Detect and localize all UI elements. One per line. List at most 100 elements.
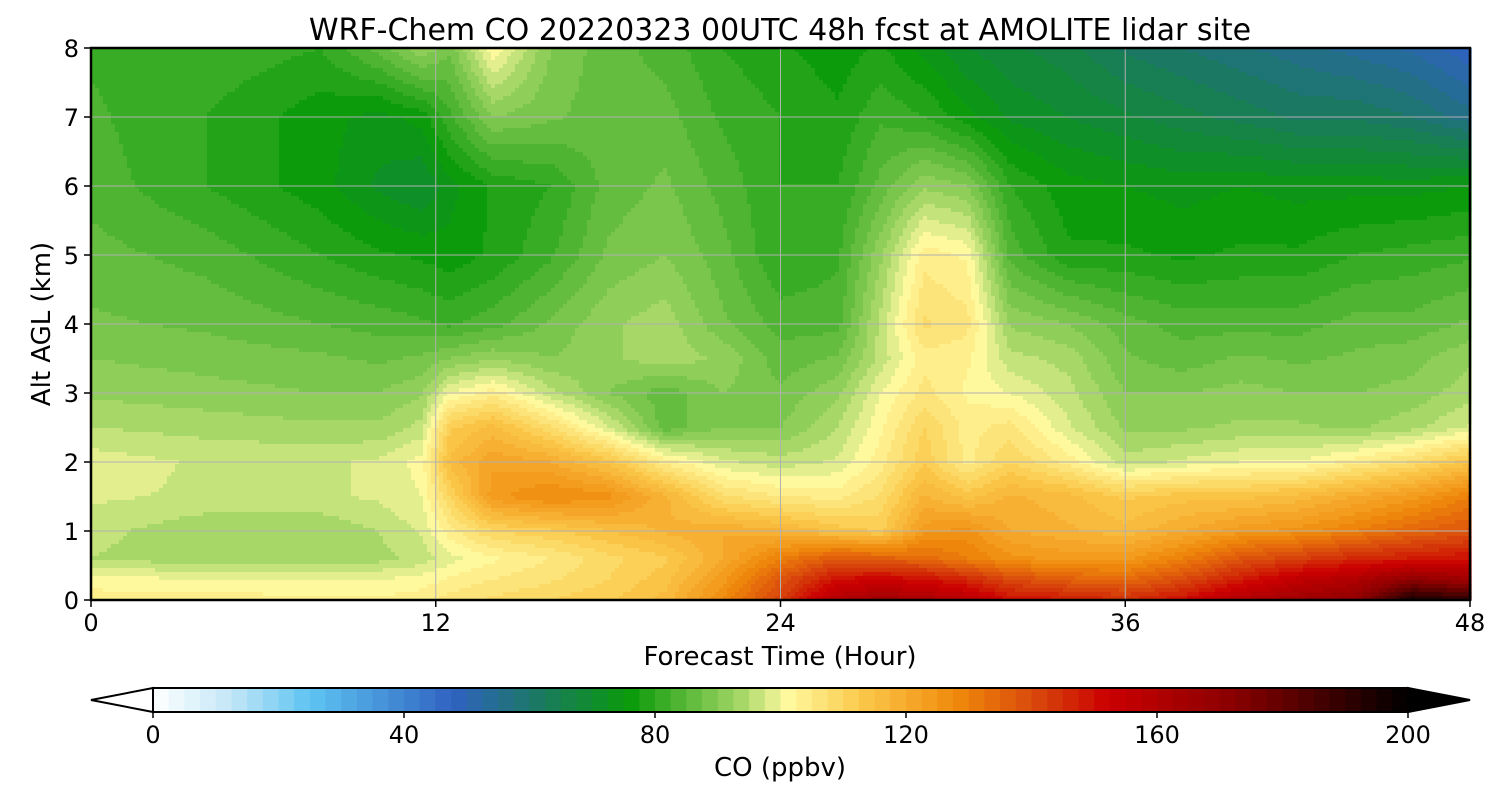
colorbar-segment — [1283, 688, 1299, 712]
colorbar-segment — [388, 688, 404, 712]
colorbar-extend-low — [91, 688, 153, 712]
colorbar-segment — [906, 688, 922, 712]
colorbar-segment — [639, 688, 655, 712]
colorbar-label: CO (ppbv) — [714, 753, 846, 783]
colorbar-segment — [420, 688, 436, 712]
colorbar-segment — [373, 688, 389, 712]
y-tick-label: 7 — [64, 104, 79, 132]
colorbar-ticks: 0 40 80 120 160 200 — [145, 712, 1431, 749]
colorbar-segment — [514, 688, 530, 712]
colorbar-segment — [216, 688, 232, 712]
colorbar-segment — [890, 688, 906, 712]
colorbar-segment — [530, 688, 546, 712]
colorbar-segment — [1235, 688, 1251, 712]
colorbar-tick-label: 200 — [1385, 721, 1431, 749]
colorbar-segment — [969, 688, 985, 712]
colorbar-segment — [686, 688, 702, 712]
colorbar-segment — [953, 688, 969, 712]
y-tick-label: 8 — [64, 35, 79, 63]
colorbar-segment — [592, 688, 608, 712]
colorbar-segment — [404, 688, 420, 712]
colorbar-segment — [796, 688, 812, 712]
x-tick-label: 24 — [765, 609, 796, 637]
colorbar-segment — [1141, 688, 1157, 712]
colorbar — [91, 688, 1470, 712]
colorbar-segment — [624, 688, 640, 712]
colorbar-tick-label: 160 — [1134, 721, 1180, 749]
colorbar-extend-high — [1408, 688, 1470, 712]
colorbar-segment — [608, 688, 624, 712]
colorbar-segment — [859, 688, 875, 712]
colorbar-segment — [247, 688, 263, 712]
colorbar-segment — [843, 688, 859, 712]
colorbar-segment — [1079, 688, 1095, 712]
colorbar-segment — [1392, 688, 1408, 712]
colorbar-segment — [1094, 688, 1110, 712]
colorbar-segment — [1251, 688, 1267, 712]
y-tick-label: 0 — [64, 587, 79, 615]
colorbar-segment — [733, 688, 749, 712]
colorbar-segment — [781, 688, 797, 712]
colorbar-segment — [153, 688, 169, 712]
colorbar-segment — [169, 688, 185, 712]
colorbar-segment — [1047, 688, 1063, 712]
colorbar-segment — [263, 688, 279, 712]
colorbar-segment — [231, 688, 247, 712]
x-tick-label: 0 — [83, 609, 98, 637]
colorbar-tick-label: 0 — [145, 721, 160, 749]
colorbar-segment — [561, 688, 577, 712]
colorbar-segment — [294, 688, 310, 712]
colorbar-segment — [922, 688, 938, 712]
colorbar-segment — [341, 688, 357, 712]
colorbar-segment — [1298, 688, 1314, 712]
colorbar-segment — [984, 688, 1000, 712]
y-tick-label: 1 — [64, 518, 79, 546]
chart-title: WRF-Chem CO 20220323 00UTC 48h fcst at A… — [309, 13, 1251, 48]
colorbar-segment — [875, 688, 891, 712]
colorbar-segment — [545, 688, 561, 712]
colorbar-segment — [1063, 688, 1079, 712]
colorbar-tick-label: 120 — [883, 721, 929, 749]
colorbar-tick-label: 80 — [640, 721, 671, 749]
colorbar-segment — [765, 688, 781, 712]
x-tick-label: 12 — [420, 609, 451, 637]
colorbar-segment — [702, 688, 718, 712]
colorbar-segment — [718, 688, 734, 712]
y-tick-label: 3 — [64, 380, 79, 408]
colorbar-segment — [1157, 688, 1173, 712]
colorbar-segment — [357, 688, 373, 712]
colorbar-segment — [498, 688, 514, 712]
colorbar-segment — [1361, 688, 1377, 712]
colorbar-segment — [1345, 688, 1361, 712]
colorbar-segment — [1032, 688, 1048, 712]
colorbar-segment — [577, 688, 593, 712]
colorbar-segment — [749, 688, 765, 712]
colorbar-segment — [1267, 688, 1283, 712]
y-axis-label: Alt AGL (km) — [27, 242, 57, 406]
colorbar-segment — [435, 688, 451, 712]
colorbar-segment — [1188, 688, 1204, 712]
colorbar-segment — [482, 688, 498, 712]
colorbar-segment — [937, 688, 953, 712]
y-tick-label: 6 — [64, 173, 79, 201]
colorbar-segment — [671, 688, 687, 712]
colorbar-segment — [812, 688, 828, 712]
colorbar-segment — [1126, 688, 1142, 712]
colorbar-segment — [467, 688, 483, 712]
colorbar-segment — [184, 688, 200, 712]
y-tick-label: 2 — [64, 449, 79, 477]
colorbar-segment — [451, 688, 467, 712]
colorbar-segment — [1110, 688, 1126, 712]
colorbar-segment — [1377, 688, 1393, 712]
colorbar-segment — [1314, 688, 1330, 712]
x-axis-ticks: 0 12 24 36 48 — [83, 600, 1485, 637]
colorbar-segment — [279, 688, 295, 712]
colorbar-segment — [326, 688, 342, 712]
x-tick-label: 36 — [1110, 609, 1141, 637]
colorbar-segment — [1220, 688, 1236, 712]
x-axis-label: Forecast Time (Hour) — [643, 642, 916, 672]
colorbar-segment — [655, 688, 671, 712]
colorbar-tick-label: 40 — [389, 721, 420, 749]
y-tick-label: 5 — [64, 242, 79, 270]
